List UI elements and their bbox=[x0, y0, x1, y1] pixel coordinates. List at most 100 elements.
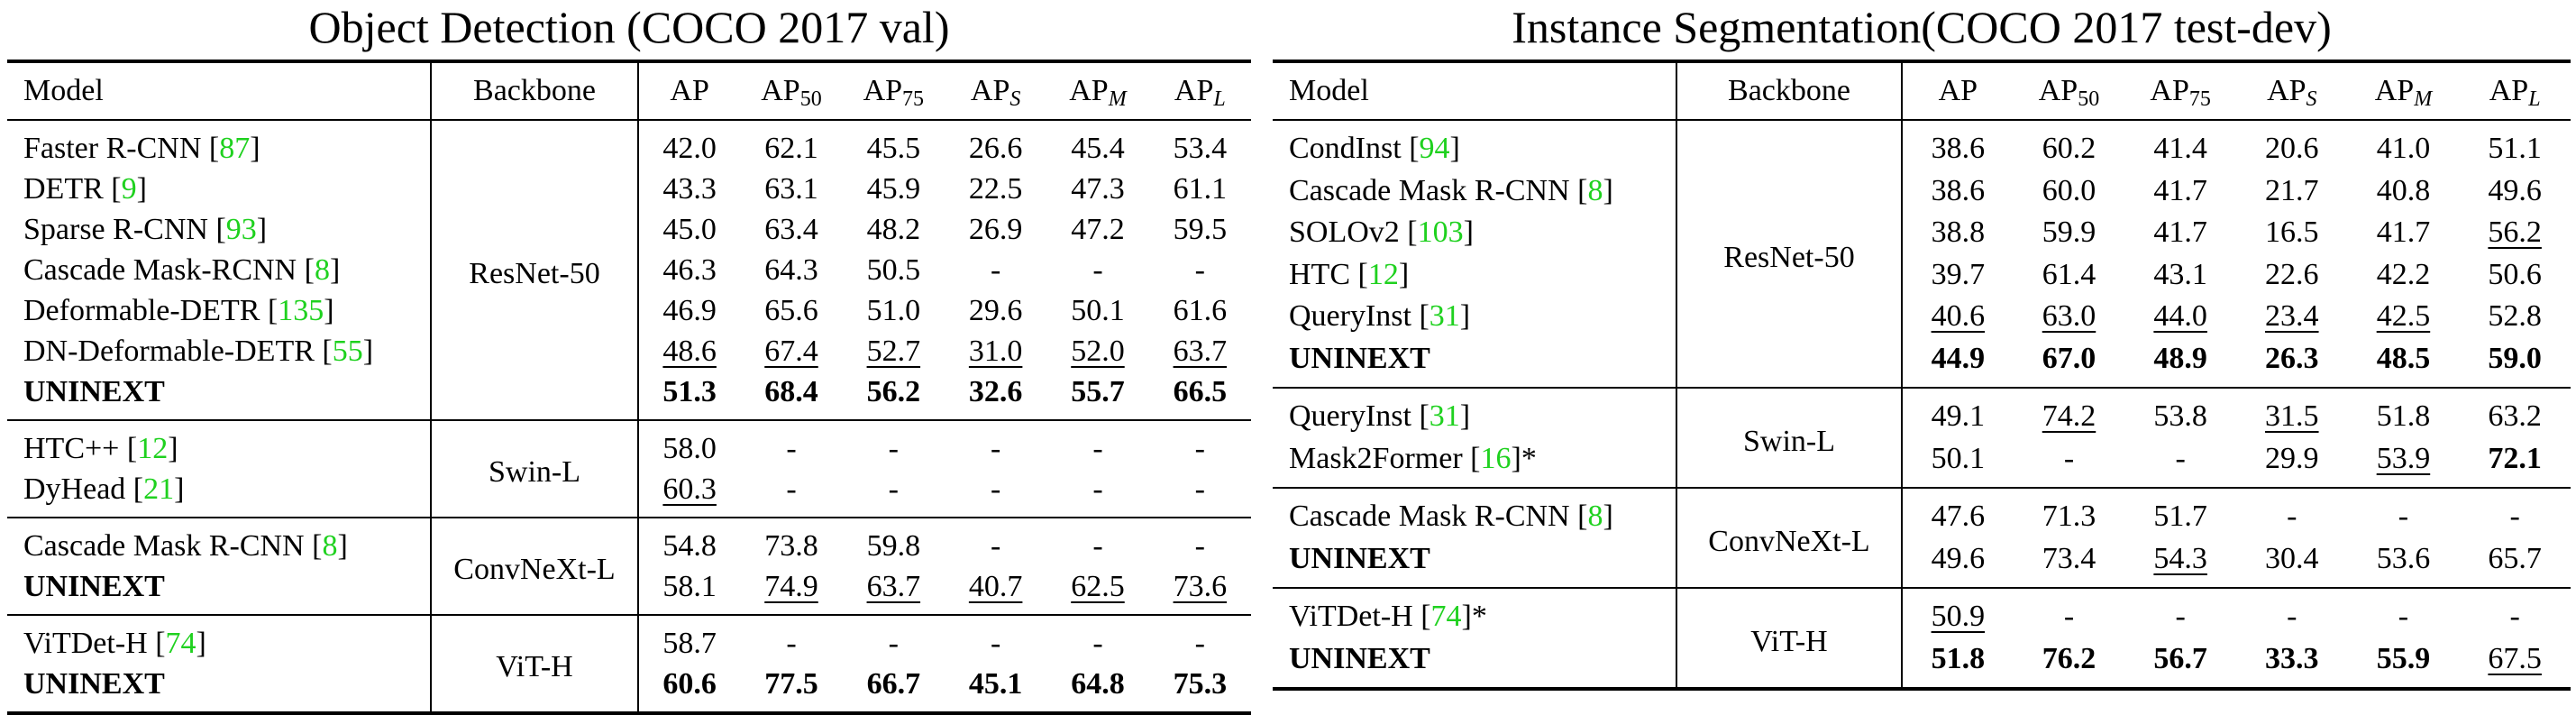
metric-value: - bbox=[990, 252, 1001, 287]
model-name-cell: UNINEXT bbox=[1273, 337, 1677, 388]
metric-value: 16.5 bbox=[2265, 215, 2319, 250]
metric-value: 62.5 bbox=[1071, 569, 1125, 603]
model-name: Deformable-DETR bbox=[23, 293, 260, 327]
model-name: DyHead bbox=[23, 472, 126, 506]
metric-value: 61.1 bbox=[1173, 171, 1228, 206]
metric-value: 74.2 bbox=[2042, 399, 2096, 434]
table-group: QueryInst [31] Swin-L 49.1 74.2 53.8 31.5 51.8… bbox=[1273, 388, 2571, 488]
metric-value: 63.1 bbox=[764, 171, 818, 206]
table-row: HTC++ [12] Swin-L 58.0 - - - - - bbox=[7, 420, 1251, 518]
value-cell: 54.3 bbox=[2124, 538, 2236, 589]
value-cell: - bbox=[1046, 469, 1148, 518]
value-cell: - bbox=[2124, 438, 2236, 489]
model-name-cell: ViTDet-H [74] bbox=[7, 615, 432, 664]
metric-value: 41.0 bbox=[2376, 132, 2431, 166]
citation-ref: 103 bbox=[1417, 215, 1464, 250]
metric-value: - bbox=[1092, 252, 1103, 287]
backbone-cell: Swin-L bbox=[431, 420, 639, 518]
metric-value: 51.1 bbox=[2488, 132, 2542, 166]
value-cell: 48.2 bbox=[843, 209, 945, 250]
citation-ref: 87 bbox=[219, 131, 251, 165]
metric-value: 56.2 bbox=[866, 374, 921, 408]
value-cell: 31.5 bbox=[2236, 388, 2348, 438]
model-name: UNINEXT bbox=[1289, 341, 1430, 375]
metric-value: 49.1 bbox=[1931, 399, 1986, 434]
model-name: DETR bbox=[23, 171, 104, 206]
value-cell: 56.2 bbox=[2459, 212, 2571, 254]
metric-value: 50.5 bbox=[866, 252, 921, 287]
value-cell: - bbox=[945, 469, 1046, 518]
metric-value: - bbox=[1092, 472, 1103, 506]
segmentation-panel: Instance Segmentation(COCO 2017 test-dev… bbox=[1273, 0, 2571, 691]
header-metric-sub: 75 bbox=[902, 87, 925, 111]
table-row: Faster R-CNN [87] ResNet-50 42.0 62.1 45.5 26… bbox=[7, 120, 1251, 420]
metric-value: 41.4 bbox=[2153, 132, 2207, 166]
header-metric: AP bbox=[638, 61, 740, 120]
metric-value: 26.9 bbox=[968, 212, 1023, 246]
citation-ref: 21 bbox=[143, 472, 175, 506]
metric-value: 64.8 bbox=[1071, 666, 1125, 701]
header-metric-sub: M bbox=[1108, 87, 1127, 111]
model-name-cell: Mask2Former [16]* bbox=[1273, 437, 1677, 488]
model-name-cell: Deformable-DETR [135] bbox=[7, 290, 432, 331]
value-cell: 16.5 bbox=[2236, 212, 2348, 254]
metric-value: 26.3 bbox=[2265, 341, 2319, 375]
value-cell: 26.9 bbox=[945, 209, 1046, 250]
value-cell: - bbox=[1149, 518, 1251, 566]
value-cell: 40.6 bbox=[1902, 296, 2014, 338]
value-cell: 21.7 bbox=[2236, 170, 2348, 213]
metric-value: 54.8 bbox=[662, 528, 717, 563]
value-cell: 74.2 bbox=[2014, 388, 2125, 438]
value-cell: 52.0 bbox=[1046, 331, 1148, 371]
metric-value: 31.5 bbox=[2265, 399, 2319, 434]
citation-ref: 93 bbox=[225, 212, 257, 246]
metric-value: 45.0 bbox=[662, 212, 717, 246]
value-cell: 47.2 bbox=[1046, 209, 1148, 250]
value-cell: 63.7 bbox=[1149, 331, 1251, 371]
table-group: CondInst [94] ResNet-50 38.6 60.2 41.4 20.6 41… bbox=[1273, 120, 2571, 388]
value-cell: 46.9 bbox=[638, 290, 740, 331]
value-cell: - bbox=[740, 469, 842, 518]
model-name-cell: QueryInst [31] bbox=[1273, 296, 1677, 338]
metric-value: - bbox=[990, 528, 1001, 563]
metric-value: 59.0 bbox=[2488, 341, 2542, 375]
value-cell: 26.6 bbox=[945, 120, 1046, 169]
model-name-cell: UNINEXT bbox=[1273, 637, 1677, 689]
model-name-cell: DyHead [21] bbox=[7, 469, 432, 518]
header-metric-main: AP bbox=[1938, 74, 1978, 107]
value-cell: - bbox=[843, 469, 945, 518]
model-name-cell: DETR [9] bbox=[7, 169, 432, 209]
value-cell: 50.6 bbox=[2459, 254, 2571, 297]
value-cell: 49.1 bbox=[1902, 388, 2014, 438]
value-cell: 40.8 bbox=[2348, 170, 2460, 213]
model-name: ViTDet-H bbox=[23, 626, 148, 660]
value-cell: 58.0 bbox=[638, 420, 740, 469]
value-cell: 45.4 bbox=[1046, 120, 1148, 169]
metric-value: 67.4 bbox=[764, 334, 818, 368]
metric-value: 40.8 bbox=[2376, 173, 2431, 207]
value-cell: 51.7 bbox=[2124, 488, 2236, 538]
metric-value: 58.7 bbox=[662, 626, 717, 660]
table-row: UNINEXT 51.3 68.4 56.2 32.6 55.7 66.5 bbox=[7, 371, 1251, 420]
metric-value: 22.6 bbox=[2265, 257, 2319, 291]
metric-value: 64.3 bbox=[764, 252, 818, 287]
table-group: ViTDet-H [74]* ViT-H 50.9 - - - - - UNINEXT 51.8 7… bbox=[1273, 588, 2571, 689]
value-cell: 60.0 bbox=[2014, 170, 2125, 213]
value-cell: 32.6 bbox=[945, 371, 1046, 420]
metric-value: 32.6 bbox=[968, 374, 1023, 408]
table-row: UNINEXT 51.8 76.2 56.7 33.3 55.9 67.5 bbox=[1273, 637, 2571, 690]
value-cell: 44.0 bbox=[2124, 296, 2236, 338]
value-cell: 50.9 bbox=[1902, 588, 2014, 638]
value-cell: 55.9 bbox=[2348, 638, 2460, 690]
value-cell: - bbox=[1149, 250, 1251, 290]
metric-value: - bbox=[2175, 600, 2186, 634]
model-name: QueryInst bbox=[1289, 299, 1411, 334]
metric-value: 59.9 bbox=[2042, 215, 2096, 250]
value-cell: 48.5 bbox=[2348, 338, 2460, 389]
value-cell: 23.4 bbox=[2236, 296, 2348, 338]
value-cell: 39.7 bbox=[1902, 254, 2014, 297]
model-name: ViTDet-H bbox=[1289, 600, 1413, 634]
value-cell: 58.1 bbox=[638, 566, 740, 615]
value-cell: 50.1 bbox=[1902, 438, 2014, 489]
header-metric-sub: M bbox=[2414, 87, 2433, 111]
